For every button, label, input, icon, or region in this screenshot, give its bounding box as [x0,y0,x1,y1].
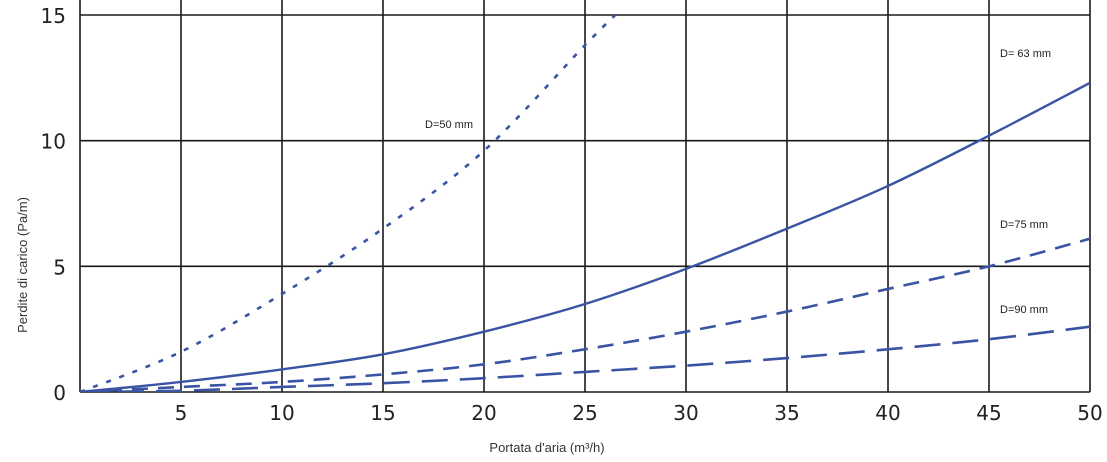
y-axis-label: Perdite di carico (Pa/m) [15,197,30,333]
labels-group: 5 10 15 20 25 30 35 40 45 50 0 5 10 15 D=50 mm D= 63 mm… [41,4,1103,425]
series-line-d-90-mm [80,325,1090,392]
x-tick-label: 40 [875,401,900,425]
y-tick-label: 5 [53,255,66,279]
series-group [80,14,1090,392]
series-label-d-75-mm: D=75 mm [1000,219,1048,231]
x-axis-label: Portata d'aria (m³/h) [489,440,604,455]
x-tick-label: 50 [1077,401,1102,425]
series-label-d-63-mm: D= 63 mm [1000,48,1051,60]
x-tick-label: 25 [572,401,597,425]
x-tick-label: 5 [175,401,188,425]
y-tick-label: 15 [41,4,66,28]
x-tick-label: 30 [673,401,698,425]
x-tick-label: 45 [976,401,1001,425]
series-label-d-90-mm: D=90 mm [1000,304,1048,316]
x-tick-label: 15 [370,401,395,425]
y-tick-label: 10 [41,130,66,154]
series-line-d-50-mm [80,14,617,392]
x-tick-label: 10 [269,401,294,425]
series-line-d-63-mm [80,81,1090,392]
series-line-d-75-mm [80,237,1090,392]
series-label-d-50-mm: D=50 mm [425,119,473,131]
y-tick-label: 0 [53,381,66,405]
grid [79,0,1091,393]
x-tick-label: 35 [774,401,799,425]
x-tick-label: 20 [471,401,496,425]
